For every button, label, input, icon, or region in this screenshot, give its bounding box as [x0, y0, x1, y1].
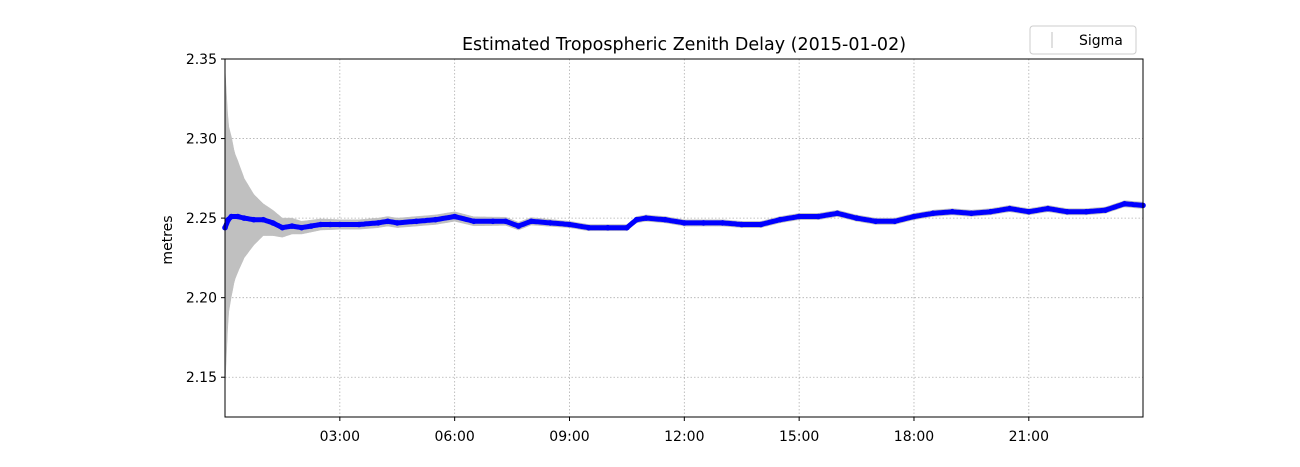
tzd-data-point	[547, 220, 554, 226]
y-tick-label: 2.25	[186, 211, 217, 227]
tzd-data-point	[356, 221, 362, 228]
tzd-data-point	[987, 208, 994, 215]
tzd-data-point	[719, 220, 726, 226]
y-axis-label: metres	[160, 215, 176, 264]
tzd-data-point	[515, 223, 522, 229]
x-tick-label: 03:00	[320, 429, 360, 445]
tzd-data-point	[949, 208, 956, 215]
tzd-data-point	[394, 220, 401, 226]
tzd-data-point	[270, 220, 276, 226]
tzd-line-layer	[222, 201, 1146, 231]
tzd-data-point	[911, 213, 917, 220]
tzd-data-point	[228, 213, 235, 220]
tzd-data-point	[337, 221, 343, 228]
tzd-data-point	[1045, 205, 1051, 212]
x-tick-label: 06:00	[434, 429, 474, 445]
tzd-data-point	[1102, 207, 1109, 213]
tzd-data-point	[260, 216, 267, 223]
chart-title: Estimated Tropospheric Zenith Delay (201…	[462, 35, 906, 55]
x-tick-label: 21:00	[1009, 429, 1049, 445]
tzd-data-point	[872, 218, 879, 225]
tzd-data-point	[241, 215, 247, 221]
tzd-data-point	[384, 218, 391, 225]
legend-box	[1029, 25, 1137, 55]
tzd-data-point	[317, 221, 324, 228]
tzd-data-point	[681, 220, 688, 226]
tzd-data-point	[585, 224, 592, 231]
tzd-data-point	[892, 218, 898, 225]
tzd-data-point	[1083, 208, 1089, 215]
tzd-data-point	[471, 218, 477, 225]
tzd-data-point	[815, 213, 822, 220]
x-tick-label: 18:00	[894, 429, 934, 445]
tzd-data-point	[250, 216, 257, 223]
tzd-data-point	[700, 220, 707, 226]
x-tick-label: 15:00	[779, 429, 819, 445]
tzd-data-point	[1064, 208, 1070, 215]
tzd-data-point	[279, 224, 286, 231]
tzd-data-point	[528, 218, 534, 225]
tzd-data-point	[451, 213, 458, 220]
y-tick-label: 2.15	[186, 370, 217, 386]
tzd-data-point	[1006, 205, 1013, 212]
y-tick-label: 2.35	[186, 52, 217, 68]
tzd-data-point	[930, 210, 936, 217]
x-axis-ticks: 03:00 06:00 09:00 12:00 15:00 18:00 21:00	[320, 417, 1049, 445]
tzd-data-point	[375, 220, 381, 226]
tzd-data-point	[566, 221, 573, 228]
tzd-data-point	[605, 224, 611, 231]
y-tick-label: 2.30	[186, 132, 217, 148]
legend: Sigma	[1029, 25, 1137, 55]
tzd-data-point	[853, 215, 860, 221]
tzd-data-point	[633, 216, 640, 223]
tzd-data-point	[327, 221, 334, 228]
y-axis-ticks: 2.15 2.20 2.25 2.30 2.35	[186, 52, 225, 386]
tzd-data-point	[308, 223, 314, 229]
tzd-data-point	[1026, 208, 1032, 215]
tzd-data-point	[1121, 201, 1128, 207]
tzd-data-point	[738, 221, 745, 228]
tzd-data-point	[624, 224, 630, 231]
x-tick-label: 09:00	[549, 429, 589, 445]
tzd-data-point	[502, 218, 509, 225]
tzd-data-point	[968, 210, 975, 217]
tzd-data-point	[432, 216, 439, 223]
y-tick-label: 2.20	[186, 291, 217, 307]
tzd-data-point	[235, 213, 241, 220]
tzd-data-point	[643, 215, 649, 221]
tzd-data-point	[413, 218, 420, 225]
sigma-band-layer	[224, 68, 1143, 387]
tzd-data-point	[834, 210, 841, 217]
tzd-data-point	[777, 216, 783, 223]
tzd-data-point	[662, 216, 668, 223]
grid-lines	[225, 58, 1143, 417]
tzd-data-point	[796, 213, 802, 220]
tzd-data-point	[289, 223, 295, 229]
tzd-data-point	[298, 224, 305, 231]
tzd-data-point	[758, 221, 764, 228]
x-tick-label: 12:00	[664, 429, 704, 445]
sigma-band	[224, 68, 1143, 387]
tzd-data-point	[490, 218, 496, 225]
legend-sigma-label: Sigma	[1079, 33, 1123, 49]
